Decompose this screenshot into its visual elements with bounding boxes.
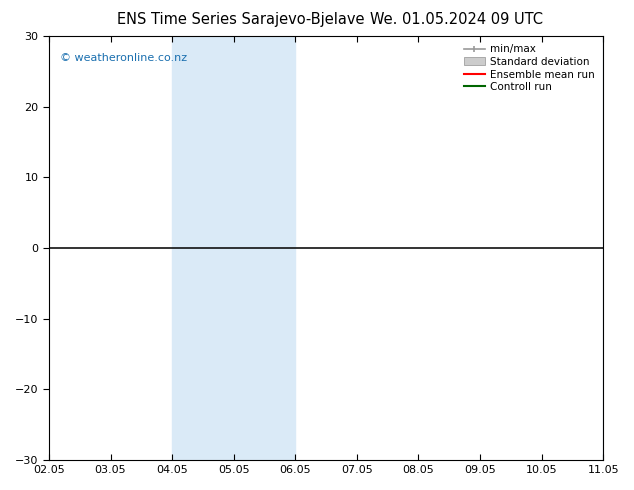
Text: We. 01.05.2024 09 UTC: We. 01.05.2024 09 UTC [370, 12, 543, 27]
Bar [172, 36, 234, 460]
Bar [603, 36, 634, 460]
Bar [234, 36, 295, 460]
Text: ENS Time Series Sarajevo-Bjelave: ENS Time Series Sarajevo-Bjelave [117, 12, 365, 27]
Legend: min/max, Standard deviation, Ensemble mean run, Controll run: min/max, Standard deviation, Ensemble me… [461, 41, 598, 96]
Text: © weatheronline.co.nz: © weatheronline.co.nz [60, 53, 187, 63]
